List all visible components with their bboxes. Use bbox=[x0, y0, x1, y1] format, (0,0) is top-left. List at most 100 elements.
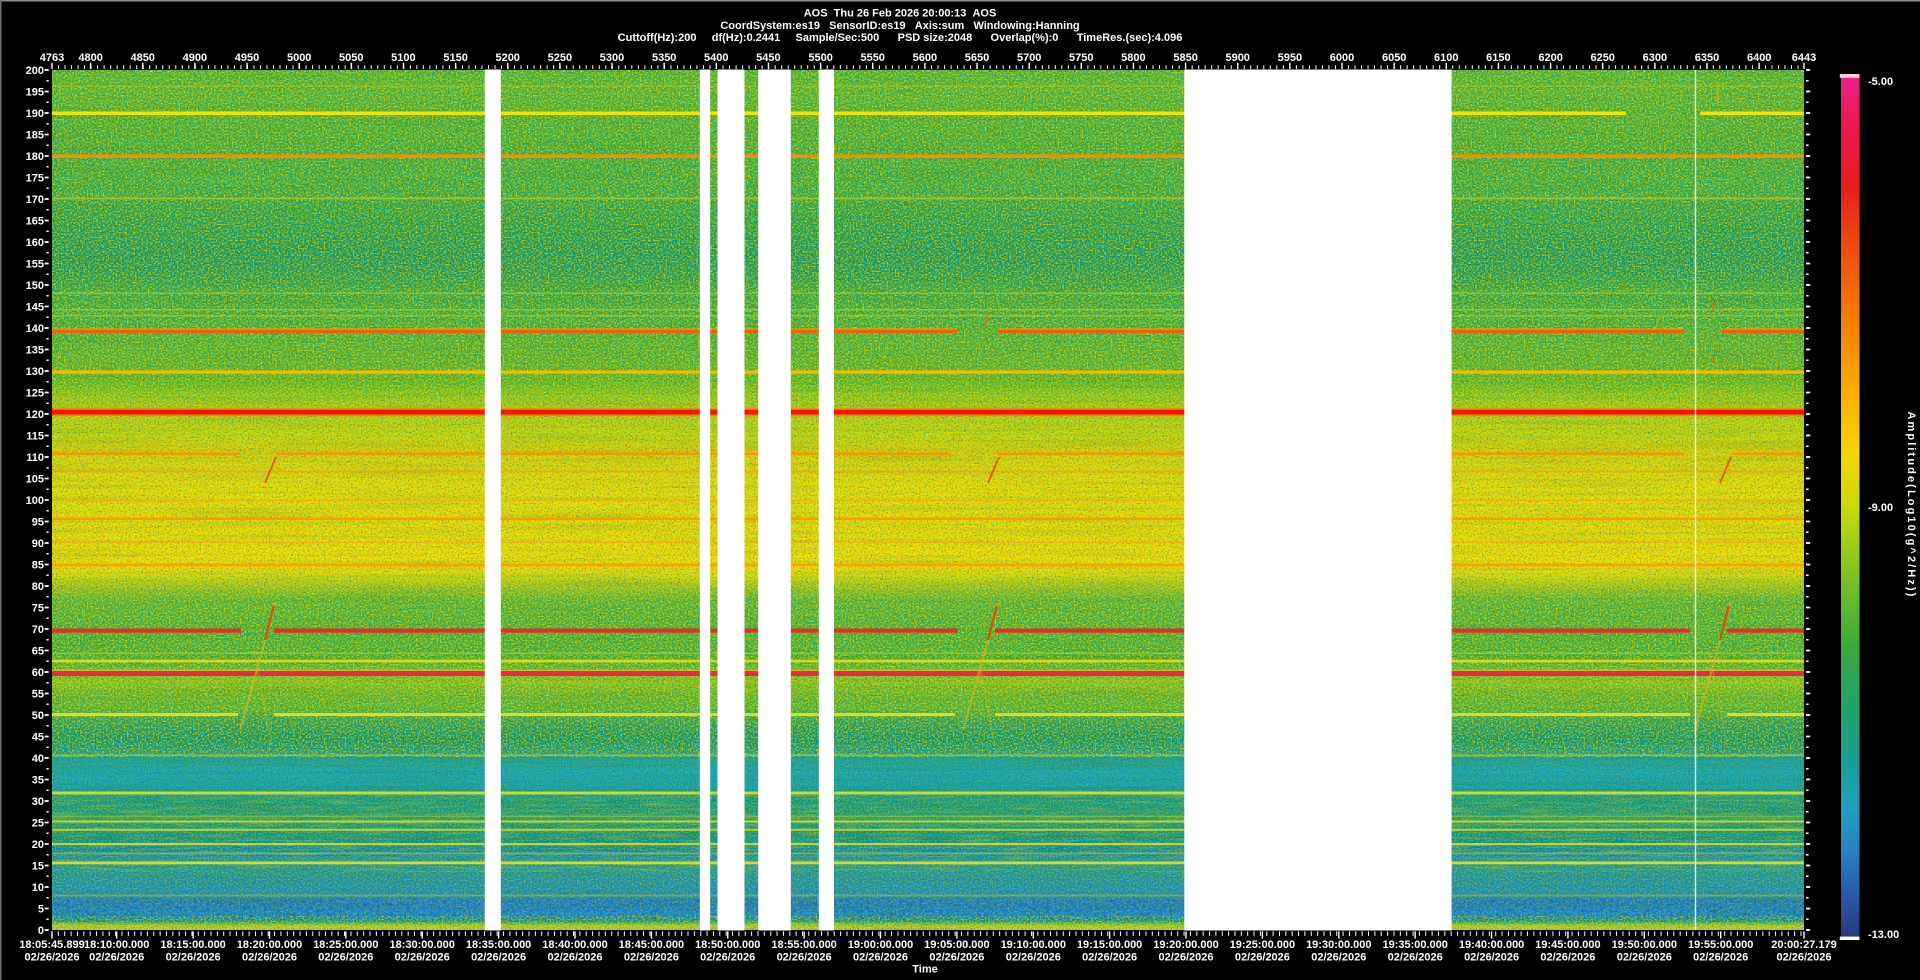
svg-text:60: 60 bbox=[32, 667, 44, 679]
svg-text:180: 180 bbox=[26, 151, 44, 163]
svg-text:6300: 6300 bbox=[1643, 52, 1667, 64]
svg-text:4900: 4900 bbox=[183, 52, 207, 64]
svg-text:100: 100 bbox=[26, 495, 44, 507]
svg-text:10: 10 bbox=[32, 882, 44, 894]
svg-text:6000: 6000 bbox=[1330, 52, 1354, 64]
svg-text:50: 50 bbox=[32, 710, 44, 722]
svg-text:6050: 6050 bbox=[1382, 52, 1406, 64]
svg-text:4850: 4850 bbox=[130, 52, 154, 64]
svg-text:CoordSystem:es19 SensorID:es: CoordSystem:es19 SensorID:es19 Axis:sum … bbox=[720, 20, 1079, 32]
svg-text:5750: 5750 bbox=[1069, 52, 1093, 64]
svg-text:Time: Time bbox=[912, 964, 937, 976]
svg-text:190: 190 bbox=[26, 108, 44, 120]
svg-text:5400: 5400 bbox=[704, 52, 728, 64]
svg-text:5650: 5650 bbox=[965, 52, 989, 64]
svg-text:02/26/2026: 02/26/2026 bbox=[1311, 952, 1366, 964]
svg-text:5250: 5250 bbox=[548, 52, 572, 64]
svg-text:18:10:00.000: 18:10:00.000 bbox=[84, 939, 149, 951]
svg-text:105: 105 bbox=[26, 474, 44, 486]
svg-text:25: 25 bbox=[32, 818, 44, 830]
svg-text:19:10:00.000: 19:10:00.000 bbox=[1001, 939, 1066, 951]
svg-text:02/26/2026: 02/26/2026 bbox=[242, 952, 297, 964]
svg-text:5: 5 bbox=[38, 904, 44, 916]
svg-text:02/26/2026: 02/26/2026 bbox=[395, 952, 450, 964]
svg-text:6350: 6350 bbox=[1695, 52, 1719, 64]
svg-text:Cuttoff(Hz):200 df(Hz):0.2: Cuttoff(Hz):200 df(Hz):0.2441 Sample/Sec… bbox=[618, 32, 1183, 44]
svg-text:02/26/2026: 02/26/2026 bbox=[700, 952, 755, 964]
svg-text:02/26/2026: 02/26/2026 bbox=[624, 952, 679, 964]
svg-text:AOS Thu 26 Feb 2026 20:00:13: AOS Thu 26 Feb 2026 20:00:13 AOS bbox=[804, 8, 997, 20]
svg-text:0: 0 bbox=[38, 925, 44, 937]
svg-text:19:00:00.000: 19:00:00.000 bbox=[848, 939, 913, 951]
svg-text:18:30:00.000: 18:30:00.000 bbox=[389, 939, 454, 951]
svg-text:19:20:00.000: 19:20:00.000 bbox=[1153, 939, 1218, 951]
svg-text:150: 150 bbox=[26, 280, 44, 292]
svg-text:19:05:00.000: 19:05:00.000 bbox=[924, 939, 989, 951]
svg-text:02/26/2026: 02/26/2026 bbox=[1388, 952, 1443, 964]
svg-text:4950: 4950 bbox=[235, 52, 259, 64]
svg-text:19:40:00.000: 19:40:00.000 bbox=[1459, 939, 1524, 951]
svg-text:165: 165 bbox=[26, 216, 44, 228]
svg-text:6400: 6400 bbox=[1747, 52, 1771, 64]
svg-text:45: 45 bbox=[32, 732, 44, 744]
svg-text:18:25:00.000: 18:25:00.000 bbox=[313, 939, 378, 951]
svg-text:19:25:00.000: 19:25:00.000 bbox=[1230, 939, 1295, 951]
svg-text:200: 200 bbox=[26, 65, 44, 77]
svg-text:6150: 6150 bbox=[1486, 52, 1510, 64]
svg-text:02/26/2026: 02/26/2026 bbox=[1082, 952, 1137, 964]
svg-text:195: 195 bbox=[26, 87, 44, 99]
svg-text:185: 185 bbox=[26, 130, 44, 142]
svg-text:02/26/2026: 02/26/2026 bbox=[166, 952, 221, 964]
svg-text:19:35:00.000: 19:35:00.000 bbox=[1382, 939, 1447, 951]
svg-text:115: 115 bbox=[26, 431, 44, 443]
svg-text:19:45:00.000: 19:45:00.000 bbox=[1535, 939, 1600, 951]
svg-text:5050: 5050 bbox=[339, 52, 363, 64]
svg-text:02/26/2026: 02/26/2026 bbox=[1158, 952, 1213, 964]
svg-text:02/26/2026: 02/26/2026 bbox=[471, 952, 526, 964]
svg-text:02/26/2026: 02/26/2026 bbox=[1464, 952, 1519, 964]
svg-text:18:20:00.000: 18:20:00.000 bbox=[237, 939, 302, 951]
svg-text:4800: 4800 bbox=[78, 52, 102, 64]
svg-text:110: 110 bbox=[26, 452, 44, 464]
svg-text:5200: 5200 bbox=[495, 52, 519, 64]
svg-text:18:40:00.000: 18:40:00.000 bbox=[542, 939, 607, 951]
svg-text:130: 130 bbox=[26, 366, 44, 378]
svg-text:02/26/2026: 02/26/2026 bbox=[777, 952, 832, 964]
svg-text:5550: 5550 bbox=[860, 52, 884, 64]
svg-text:30: 30 bbox=[32, 796, 44, 808]
svg-text:5150: 5150 bbox=[443, 52, 467, 64]
svg-text:5000: 5000 bbox=[287, 52, 311, 64]
svg-text:02/26/2026: 02/26/2026 bbox=[547, 952, 602, 964]
svg-text:155: 155 bbox=[26, 259, 44, 271]
svg-text:6100: 6100 bbox=[1434, 52, 1458, 64]
svg-text:02/26/2026: 02/26/2026 bbox=[1693, 952, 1748, 964]
svg-text:5800: 5800 bbox=[1121, 52, 1145, 64]
svg-text:02/26/2026: 02/26/2026 bbox=[1540, 952, 1595, 964]
svg-text:5950: 5950 bbox=[1278, 52, 1302, 64]
svg-text:35: 35 bbox=[32, 775, 44, 787]
svg-text:5350: 5350 bbox=[652, 52, 676, 64]
svg-text:40: 40 bbox=[32, 753, 44, 765]
svg-text:02/26/2026: 02/26/2026 bbox=[1617, 952, 1672, 964]
svg-text:85: 85 bbox=[32, 560, 44, 572]
svg-text:5300: 5300 bbox=[600, 52, 624, 64]
svg-text:90: 90 bbox=[32, 538, 44, 550]
svg-text:18:45:00.000: 18:45:00.000 bbox=[619, 939, 684, 951]
svg-text:18:35:00.000: 18:35:00.000 bbox=[466, 939, 531, 951]
svg-text:5700: 5700 bbox=[1017, 52, 1041, 64]
svg-text:02/26/2026: 02/26/2026 bbox=[1235, 952, 1290, 964]
svg-text:Amplitude(Log10(g^2/Hz)): Amplitude(Log10(g^2/Hz)) bbox=[1905, 412, 1917, 599]
svg-text:02/26/2026: 02/26/2026 bbox=[1006, 952, 1061, 964]
svg-text:55: 55 bbox=[32, 689, 44, 701]
svg-text:20: 20 bbox=[32, 839, 44, 851]
svg-text:5500: 5500 bbox=[808, 52, 832, 64]
svg-text:5100: 5100 bbox=[391, 52, 415, 64]
svg-text:70: 70 bbox=[32, 624, 44, 636]
svg-text:-13.00: -13.00 bbox=[1868, 929, 1899, 941]
svg-text:19:15:00.000: 19:15:00.000 bbox=[1077, 939, 1142, 951]
svg-text:-5.00: -5.00 bbox=[1868, 76, 1893, 88]
svg-text:4763: 4763 bbox=[40, 52, 64, 64]
svg-text:18:15:00.000: 18:15:00.000 bbox=[160, 939, 225, 951]
svg-text:18:55:00.000: 18:55:00.000 bbox=[771, 939, 836, 951]
svg-text:19:50:00.000: 19:50:00.000 bbox=[1612, 939, 1677, 951]
